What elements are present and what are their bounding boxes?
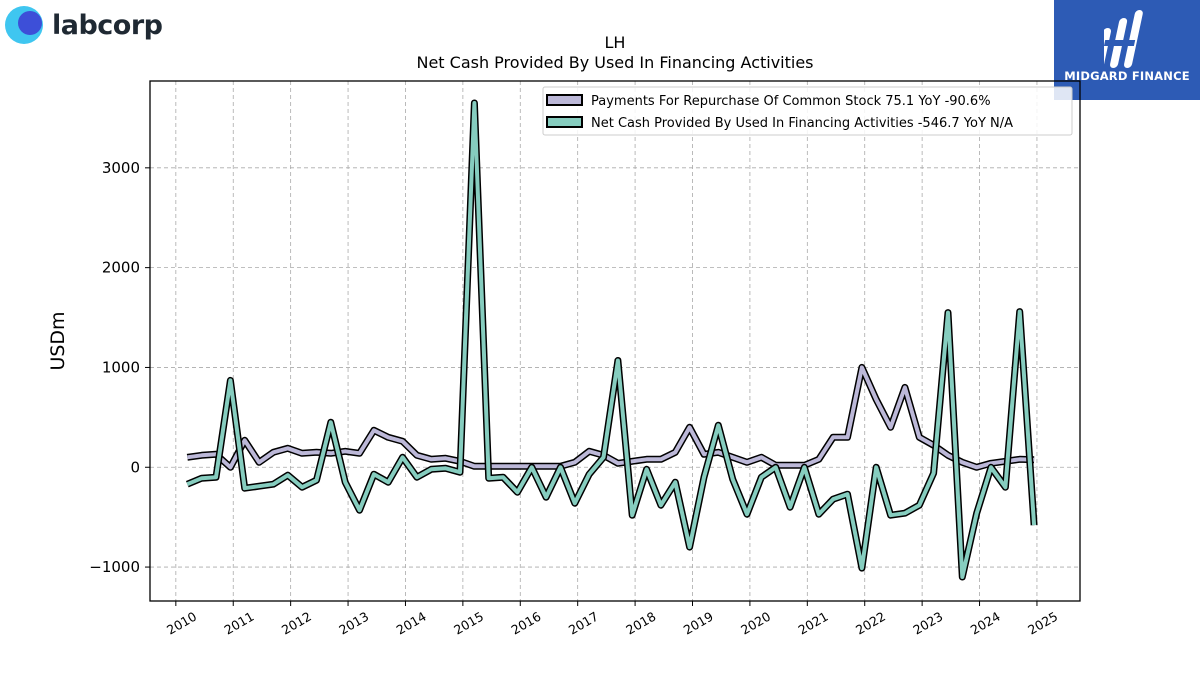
x-tick-label: 2019 (681, 609, 716, 638)
chart-title: LH (605, 33, 626, 52)
x-tick-label: 2016 (509, 609, 544, 638)
x-tick-label: 2017 (566, 609, 601, 638)
series-2 (185, 99, 1038, 581)
x-tick-label: 2010 (164, 609, 199, 638)
x-tick-label: 2020 (738, 609, 773, 638)
x-tick-label: 2021 (796, 609, 831, 638)
y-tick-label: 3000 (102, 159, 140, 177)
x-tick-label: 2024 (968, 609, 1003, 638)
y-tick-label: −1000 (89, 558, 140, 576)
legend-label: Payments For Repurchase Of Common Stock … (591, 94, 991, 109)
y-tick-label: 1000 (102, 358, 140, 376)
y-tick-label: 0 (130, 458, 140, 476)
series-layer (185, 99, 1038, 581)
legend-box (542, 86, 1073, 136)
x-tick-label: 2022 (853, 609, 888, 638)
chart-subtitle: Net Cash Provided By Used In Financing A… (416, 53, 813, 72)
y-tick-label: 2000 (102, 259, 140, 277)
x-tick-label: 2013 (336, 609, 371, 638)
x-tick-label: 2025 (1025, 609, 1060, 638)
labcorp-logo-icon (4, 4, 46, 46)
series-1 (186, 363, 1035, 471)
brand-logo: labcorp (4, 4, 174, 46)
series-line (186, 101, 1037, 579)
x-tick-label: 2023 (910, 609, 945, 638)
brand-name: labcorp (52, 9, 163, 41)
y-axis-label: USDm (47, 311, 69, 370)
x-tick-label: 2014 (394, 609, 429, 638)
legend-swatch (546, 94, 583, 106)
legend-label: Net Cash Provided By Used In Financing A… (591, 116, 1013, 131)
grid (150, 81, 1080, 601)
series-outline (185, 99, 1038, 581)
sponsor-badge: MIDGARD FINANCE (1054, 0, 1200, 100)
x-tick-label: 2018 (623, 609, 658, 638)
legend: Payments For Repurchase Of Common Stock … (542, 86, 1073, 136)
series-line (187, 365, 1035, 470)
x-tick-label: 2015 (451, 609, 486, 638)
axes-frame (149, 80, 1081, 602)
legend-swatch (546, 116, 583, 128)
x-tick-label: 2011 (221, 609, 256, 638)
x-tick-label: 2012 (279, 609, 314, 638)
sponsor-name: MIDGARD FINANCE (1064, 69, 1190, 83)
